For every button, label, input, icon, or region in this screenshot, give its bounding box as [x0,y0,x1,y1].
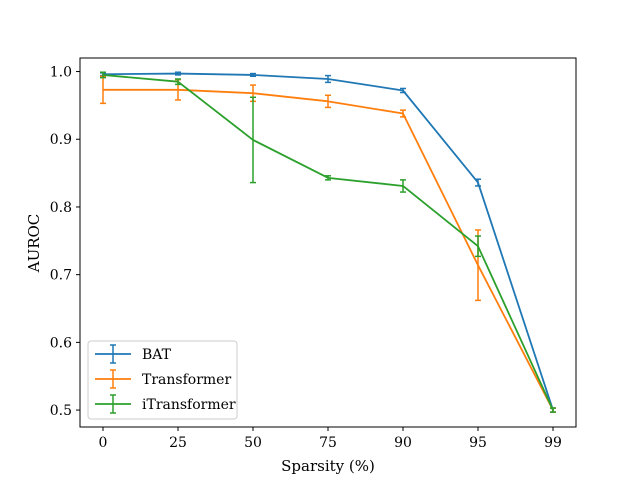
x-tick-label: 0 [99,435,108,451]
legend: BAT Transformer iTransformer [87,340,238,420]
x-axis-label: Sparsity (%) [281,457,375,475]
y-tick-label: 0.7 [50,268,72,284]
x-tick-label: 95 [469,435,487,451]
y-tick-label: 0.8 [50,200,72,216]
plot-marks [100,71,556,413]
legend-label: iTransformer [142,397,236,413]
x-axis: 0 25 50 75 90 95 99 [99,427,562,451]
x-tick-label: 99 [544,435,562,451]
y-axis-label: AUROC [25,214,43,274]
y-tick-label: 0.9 [50,132,72,148]
y-axis: 0.5 0.6 0.7 0.8 0.9 1.0 [50,65,80,419]
series-line [102,72,554,411]
series-itransformer [100,71,556,413]
y-tick-label: 0.6 [50,335,72,351]
x-tick-label: 90 [394,435,412,451]
y-tick-label: 0.5 [50,403,72,419]
x-tick-label: 25 [169,435,187,451]
x-tick-label: 50 [244,435,262,451]
series-bat [100,71,556,413]
x-tick-label: 75 [319,435,337,451]
legend-box [87,340,238,420]
y-tick-label: 1.0 [50,65,72,81]
legend-label: BAT [142,347,172,363]
legend-label: Transformer [142,372,231,388]
series-line [102,74,554,411]
series-line [103,88,554,411]
